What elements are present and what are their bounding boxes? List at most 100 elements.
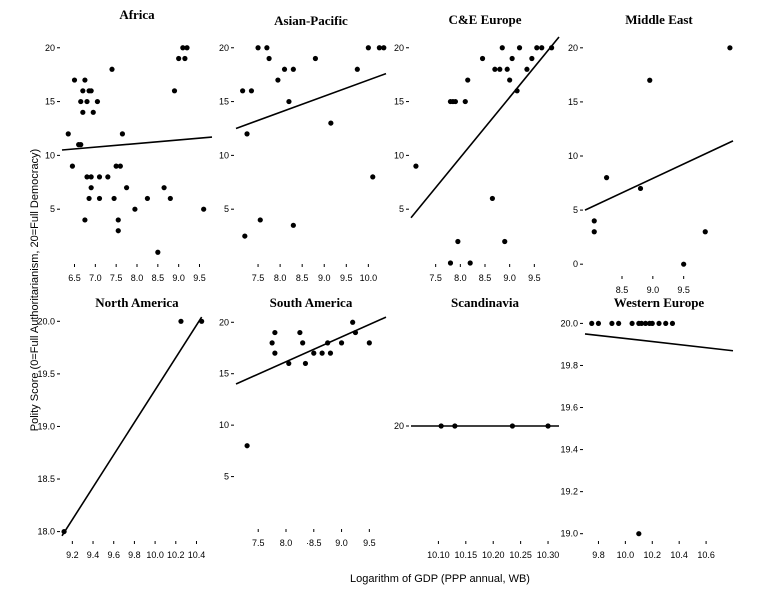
data-point — [504, 66, 510, 72]
data-point — [325, 340, 331, 346]
panel-title: Asian-Pacific — [274, 13, 348, 28]
data-point — [180, 45, 186, 51]
data-point — [115, 228, 121, 234]
x-tick-label: 8.5 — [152, 273, 165, 283]
panel-south-america: South America 7.5 8.0 ·8.5 9.0 9.5 5 10 15 20 — [219, 295, 387, 548]
panel-title: South America — [270, 295, 353, 310]
data-point — [94, 98, 101, 105]
y-tick-label: 19.2 — [560, 487, 578, 497]
data-point — [82, 77, 88, 83]
x-tick-label: 9.5 — [340, 273, 353, 283]
data-point — [86, 195, 92, 202]
x-tick-label: 8.0 — [274, 273, 287, 283]
data-point — [242, 233, 248, 239]
data-point — [115, 217, 121, 223]
x-tick-label: 10.0 — [146, 550, 164, 560]
x-tick-label: 9.0 — [647, 285, 660, 295]
x-tick-label: 10.0 — [617, 550, 635, 560]
data-point — [117, 163, 123, 169]
data-point — [452, 423, 458, 429]
data-point — [629, 320, 635, 327]
data-point — [84, 174, 90, 180]
data-point — [352, 329, 359, 336]
x-tick-label: 8.0 — [280, 538, 293, 548]
y-tick-label: 18.0 — [37, 527, 55, 537]
data-point — [155, 249, 161, 255]
data-point — [84, 98, 90, 105]
panel-africa: Africa 6.5 7.0 7.5 8.0 8.5 9.0 9.5 5 10 15 20 — [45, 7, 213, 283]
data-point — [80, 109, 86, 115]
data-point — [113, 163, 119, 169]
x-tick-label: 10.2 — [167, 550, 185, 560]
data-point — [269, 340, 275, 346]
data-point — [78, 142, 84, 148]
data-point — [467, 260, 473, 266]
data-point — [492, 66, 498, 72]
panel-scandinavia: Scandinavia 10.10 10.15 10.20 10.25 10.30 20 — [394, 295, 559, 560]
data-point — [647, 77, 653, 83]
data-point — [509, 423, 516, 429]
x-tick-label: 7.5 — [252, 538, 265, 548]
y-tick-label: 15 — [45, 97, 55, 107]
x-tick-label: 9.2 — [66, 550, 79, 560]
data-point — [111, 195, 117, 202]
data-point — [354, 66, 360, 72]
data-point — [438, 423, 444, 429]
data-point — [69, 163, 76, 169]
data-point — [178, 318, 184, 324]
data-point — [123, 185, 130, 191]
data-point — [132, 206, 138, 212]
y-tick-label: 0 — [573, 259, 578, 269]
panel-north-america: North America 9.2 9.4 9.6 9.8 10.0 10.2 10.4 18.… — [37, 295, 205, 560]
trend-line — [584, 140, 734, 211]
x-tick-label: 10.4 — [670, 550, 688, 560]
data-point — [199, 318, 205, 324]
data-point — [61, 528, 67, 535]
x-tick-label: 9.5 — [677, 285, 690, 295]
x-tick-label: 10.25 — [509, 550, 532, 560]
y-tick-label: 19.0 — [560, 529, 578, 539]
y-tick-label: 19.5 — [37, 369, 55, 379]
x-tick-label: 10.15 — [455, 550, 478, 560]
x-tick-label: 8.0 — [454, 273, 467, 283]
x-tick-label: 9.5 — [528, 273, 541, 283]
data-point — [455, 238, 461, 245]
data-point — [642, 320, 649, 327]
y-tick-label: 20 — [219, 43, 229, 53]
data-point — [489, 195, 495, 202]
panel-title: C&E Europe — [448, 12, 521, 27]
x-tick-label: 8.0 — [131, 273, 144, 283]
data-point — [144, 195, 151, 202]
x-tick-label: 10.20 — [482, 550, 505, 560]
data-point — [591, 229, 597, 235]
data-point — [514, 88, 520, 94]
data-point — [669, 320, 676, 327]
x-tick-label: 9.0 — [503, 273, 516, 283]
data-point — [516, 45, 523, 51]
data-point — [264, 45, 270, 51]
data-point — [638, 320, 645, 327]
panel-title: Africa — [119, 7, 155, 22]
data-point — [328, 120, 334, 126]
data-point — [727, 45, 733, 51]
data-point — [300, 340, 306, 346]
data-point — [465, 77, 471, 83]
y-tick-label: 19.6 — [560, 403, 578, 413]
panel-title: North America — [95, 295, 179, 310]
x-tick-label: 6.5 — [68, 273, 81, 283]
data-point — [462, 98, 468, 105]
data-point — [266, 55, 272, 62]
data-point — [319, 350, 325, 356]
data-point — [244, 131, 250, 137]
data-point — [603, 175, 610, 181]
data-point — [302, 360, 309, 367]
panel-title: Western Europe — [614, 295, 705, 310]
x-tick-label: 7.5 — [110, 273, 123, 283]
x-tick-label: 8.5 — [616, 285, 629, 295]
x-tick-label: 10.4 — [188, 550, 206, 560]
trend-line — [584, 333, 734, 352]
data-point — [507, 77, 513, 83]
data-point — [589, 320, 595, 327]
data-point — [272, 329, 278, 336]
data-point — [524, 66, 530, 72]
